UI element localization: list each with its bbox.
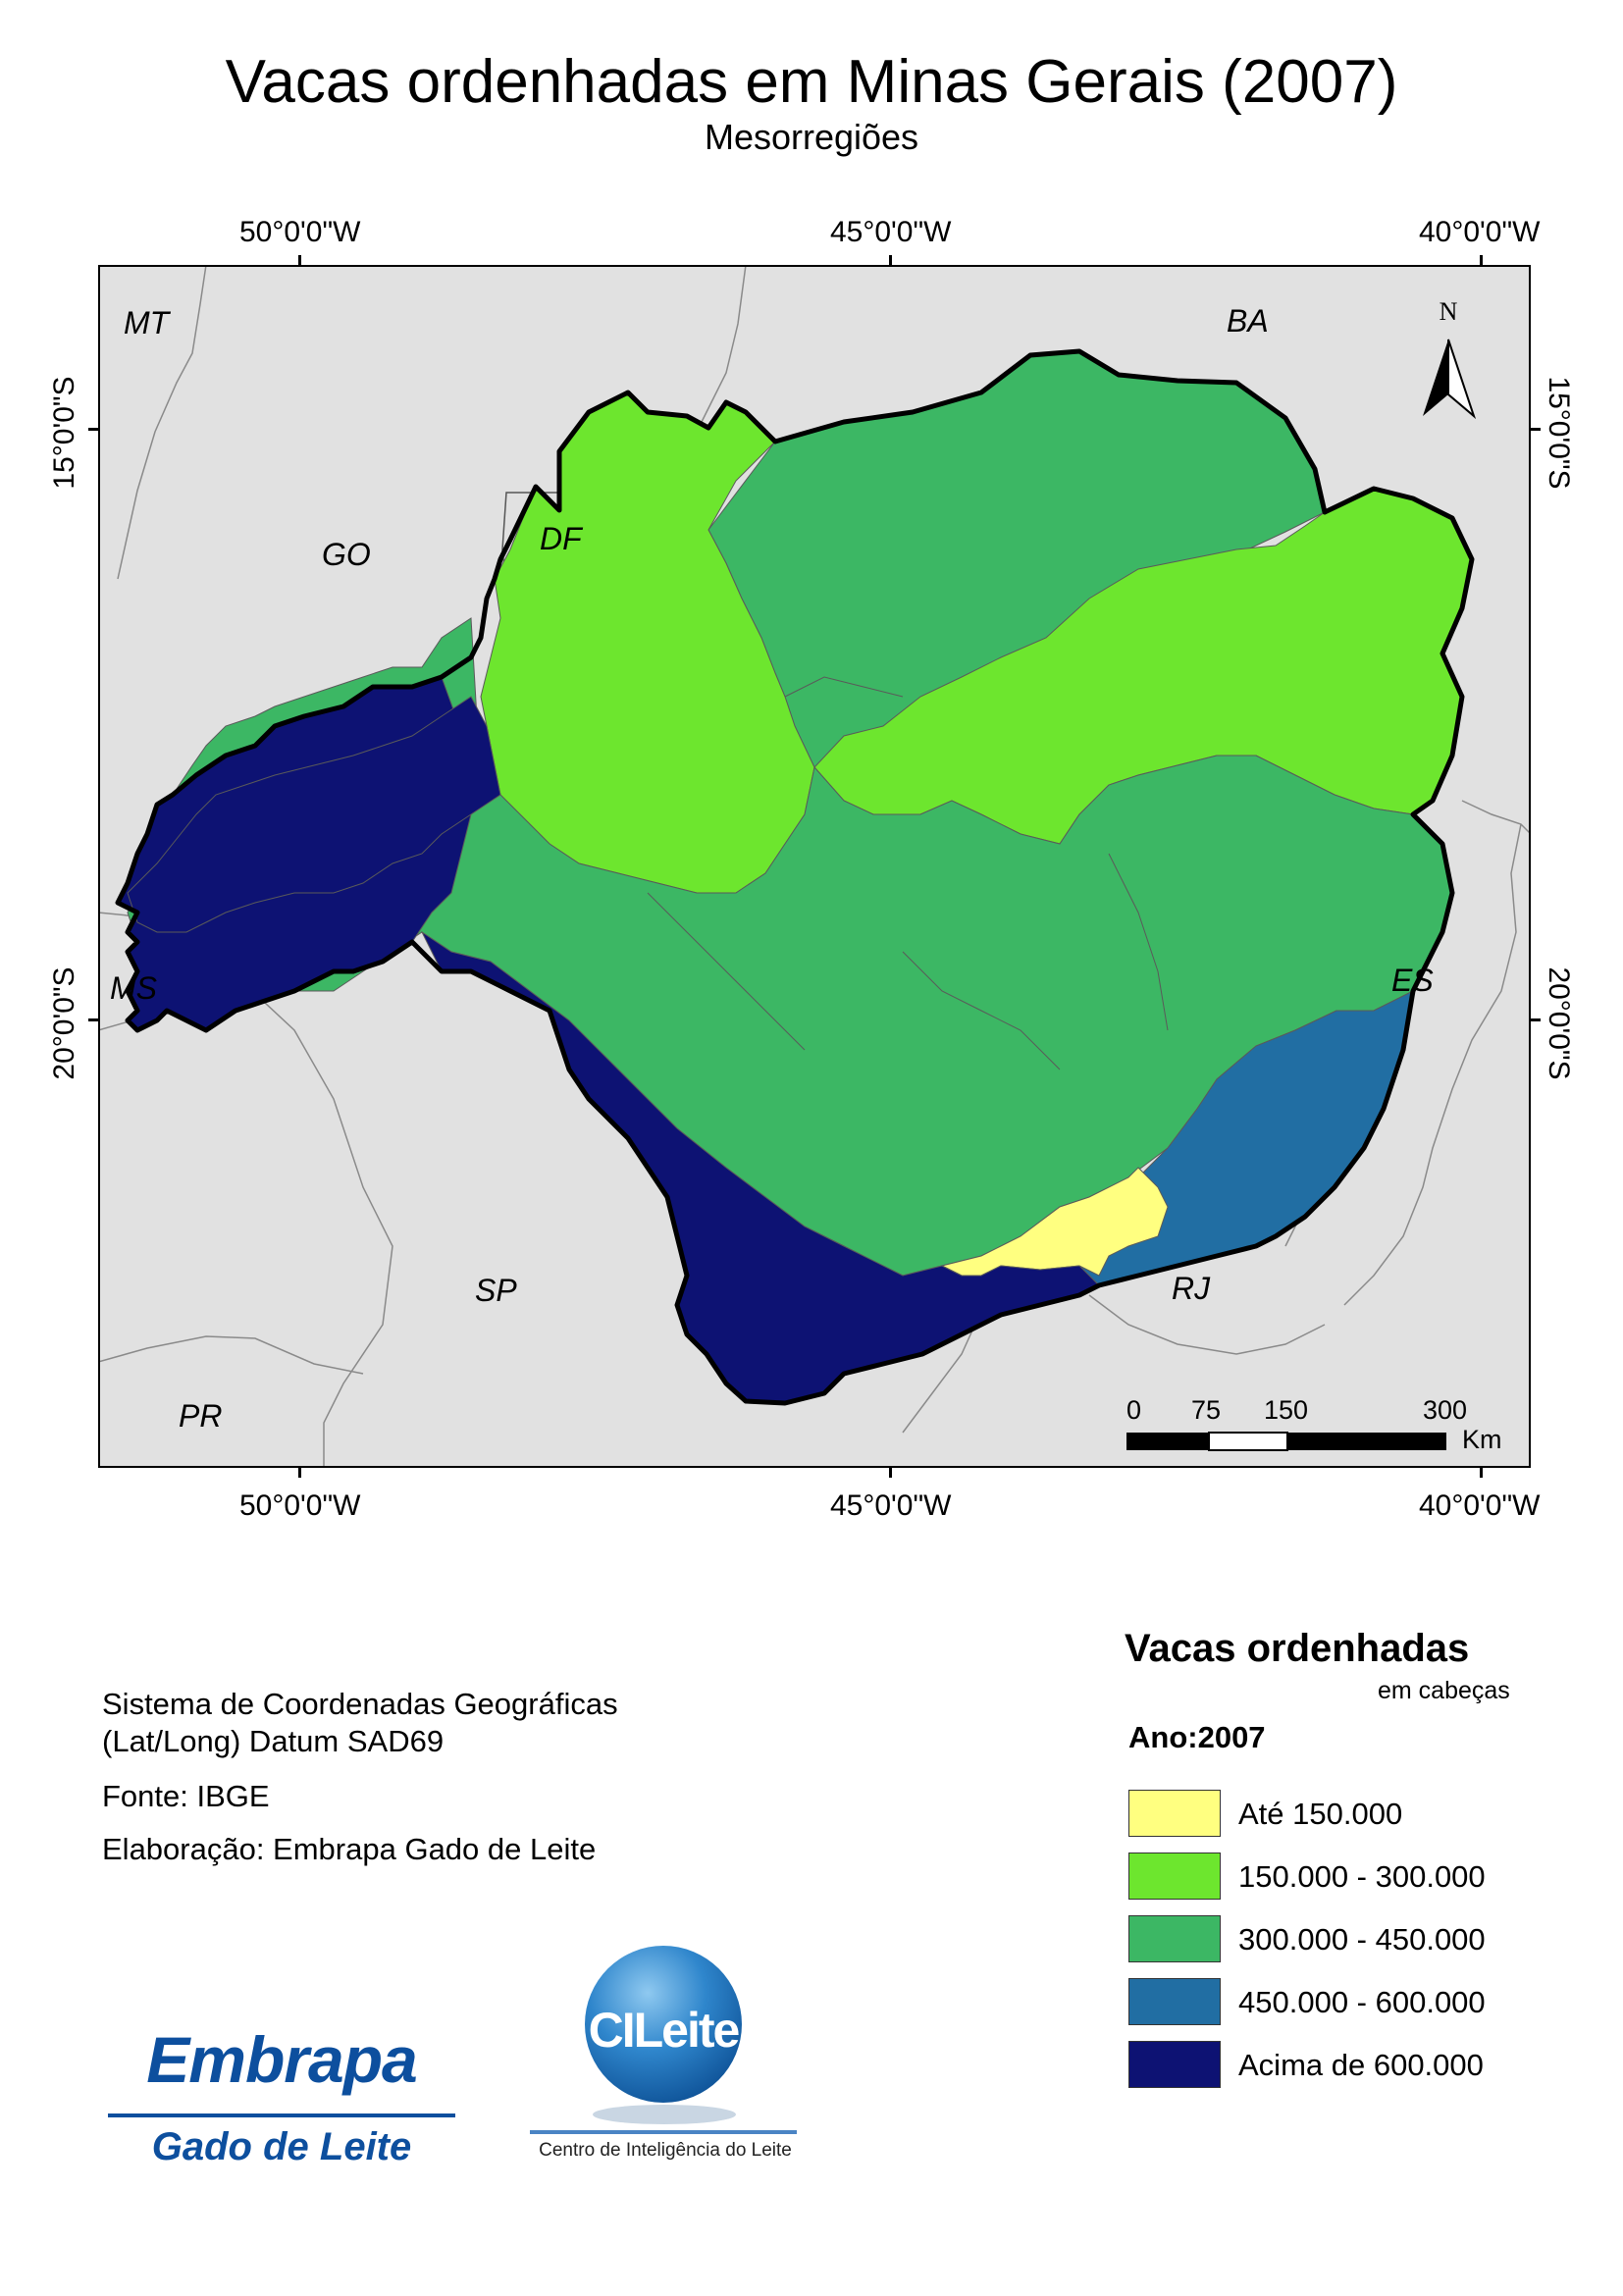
lon-label-bottom-45: 45°0'0"W bbox=[830, 1489, 952, 1522]
legend-swatch bbox=[1128, 1852, 1221, 1900]
legend-title: Vacas ordenhadas bbox=[1125, 1627, 1470, 1670]
scale-tick-0: 0 bbox=[1126, 1395, 1141, 1425]
lon-label-bottom-40: 40°0'0"W bbox=[1419, 1489, 1541, 1522]
lat-tick-left-20 bbox=[88, 1018, 98, 1021]
lon-tick-top-45 bbox=[889, 255, 892, 265]
state-label-go: GO bbox=[322, 537, 371, 572]
lat-label-right-20: 20°0'0"S bbox=[1543, 966, 1575, 1080]
legend-swatch bbox=[1128, 2041, 1221, 2088]
legend-label: Acima de 600.000 bbox=[1238, 2048, 1484, 2082]
north-arrow-right-icon bbox=[1447, 339, 1477, 420]
legend-item: 450.000 - 600.000 bbox=[1128, 1978, 1541, 2027]
cileite-globe-icon bbox=[585, 1946, 742, 2103]
scale-segment-2 bbox=[1208, 1432, 1288, 1451]
embrapa-wordmark: Embrapa bbox=[146, 2023, 417, 2096]
lat-label-left-20: 20°0'0"S bbox=[48, 966, 80, 1080]
embrapa-logo: Embrapa Gado de Leite bbox=[108, 2011, 455, 2184]
map-title: Vacas ordenhadas em Minas Gerais (2007) bbox=[225, 48, 1398, 116]
north-arrow: N bbox=[1423, 297, 1477, 420]
cileite-shadow bbox=[593, 2105, 736, 2124]
lat-tick-left-15 bbox=[88, 428, 98, 431]
map-canvas: MT GO DF BA MS ES SP RJ PR N 0 75 150 30… bbox=[98, 265, 1531, 1468]
lon-tick-bottom-45 bbox=[889, 1468, 892, 1478]
legend-year: Ano:2007 bbox=[1128, 1720, 1266, 1754]
legend-label: 450.000 - 600.000 bbox=[1238, 1985, 1486, 2019]
lat-label-left-15: 15°0'0"S bbox=[48, 376, 80, 490]
legend-label: Até 150.000 bbox=[1238, 1797, 1403, 1831]
lon-tick-top-40 bbox=[1480, 255, 1483, 265]
map-frame: MT GO DF BA MS ES SP RJ PR N 0 75 150 30… bbox=[98, 265, 1531, 1468]
scale-tick-75: 75 bbox=[1191, 1395, 1221, 1425]
scale-segment-1 bbox=[1126, 1433, 1209, 1450]
boundary-rj-coast bbox=[1088, 1294, 1326, 1355]
minas-gerais-outline bbox=[115, 348, 1475, 1406]
north-label: N bbox=[1440, 297, 1458, 326]
internal-line-4 bbox=[1108, 853, 1169, 1031]
boundary-es-coast bbox=[1343, 823, 1522, 1306]
lon-label-top-50: 50°0'0"W bbox=[239, 216, 361, 248]
legend-label: 300.000 - 450.000 bbox=[1238, 1922, 1486, 1957]
legend-swatch bbox=[1128, 1790, 1221, 1837]
state-label-pr: PR bbox=[179, 1398, 222, 1434]
lat-label-right-15: 15°0'0"S bbox=[1543, 376, 1575, 490]
scale-unit: Km bbox=[1462, 1425, 1502, 1454]
lon-tick-top-50 bbox=[298, 255, 301, 265]
boundary-mt-go bbox=[117, 265, 207, 580]
state-label-es: ES bbox=[1391, 963, 1434, 998]
state-label-rj: RJ bbox=[1172, 1271, 1211, 1306]
internal-line-1 bbox=[784, 676, 904, 698]
scale-segment-3 bbox=[1287, 1433, 1446, 1450]
legend-item: Até 150.000 bbox=[1128, 1790, 1541, 1839]
cileite-rule bbox=[530, 2130, 797, 2134]
lon-tick-bottom-40 bbox=[1480, 1468, 1483, 1478]
info-source: Fonte: IBGE bbox=[102, 1779, 270, 1813]
legend-label: 150.000 - 300.000 bbox=[1238, 1859, 1486, 1894]
cileite-wordmark: CILeite bbox=[588, 2003, 741, 2058]
info-author: Elaboração: Embrapa Gado de Leite bbox=[102, 1832, 597, 1866]
lat-tick-right-20 bbox=[1531, 1018, 1541, 1021]
legend-item: Acima de 600.000 bbox=[1128, 2041, 1541, 2090]
boundary-sp-pr bbox=[98, 1335, 364, 1375]
scale-tick-300: 300 bbox=[1423, 1395, 1467, 1425]
region-triangulo-west bbox=[127, 696, 501, 933]
state-label-df: DF bbox=[540, 521, 584, 556]
state-label-ba: BA bbox=[1227, 303, 1269, 339]
internal-line-2 bbox=[647, 892, 806, 1051]
state-label-ms: MS bbox=[110, 970, 157, 1006]
info-coordinate-system: Sistema de Coordenadas Geográficas bbox=[102, 1687, 618, 1721]
state-label-mt: MT bbox=[124, 305, 172, 340]
embrapa-rule bbox=[108, 2113, 455, 2117]
scale-bar: 0 75 150 300 Km bbox=[1126, 1395, 1502, 1454]
legend-item: 300.000 - 450.000 bbox=[1128, 1915, 1541, 1964]
lat-tick-right-15 bbox=[1531, 428, 1541, 431]
info-datum: (Lat/Long) Datum SAD69 bbox=[102, 1724, 445, 1758]
embrapa-subtitle: Gado de Leite bbox=[151, 2125, 412, 2168]
lon-label-top-45: 45°0'0"W bbox=[830, 216, 952, 248]
mesoregions bbox=[117, 350, 1473, 1404]
boundary-ms-pr bbox=[235, 974, 393, 1468]
cileite-caption: Centro de Inteligência do Leite bbox=[539, 2140, 792, 2161]
north-arrow-left-icon bbox=[1423, 339, 1448, 416]
lon-label-top-40: 40°0'0"W bbox=[1419, 216, 1541, 248]
boundary-ba-es bbox=[1461, 800, 1531, 835]
map-subtitle: Mesorregiões bbox=[704, 117, 919, 157]
internal-line-3 bbox=[902, 951, 1061, 1070]
lon-label-bottom-50: 50°0'0"W bbox=[239, 1489, 361, 1522]
legend-swatch bbox=[1128, 1978, 1221, 2025]
state-label-sp: SP bbox=[475, 1273, 517, 1308]
legend-item: 150.000 - 300.000 bbox=[1128, 1852, 1541, 1902]
cileite-logo: CILeite Centro de Inteligência do Leite bbox=[530, 1938, 805, 2173]
lon-tick-bottom-50 bbox=[298, 1468, 301, 1478]
legend-swatch bbox=[1128, 1915, 1221, 1962]
legend-units: em cabeças bbox=[1378, 1677, 1510, 1704]
boundary-sp-rj bbox=[902, 1310, 982, 1434]
scale-tick-150: 150 bbox=[1264, 1395, 1308, 1425]
